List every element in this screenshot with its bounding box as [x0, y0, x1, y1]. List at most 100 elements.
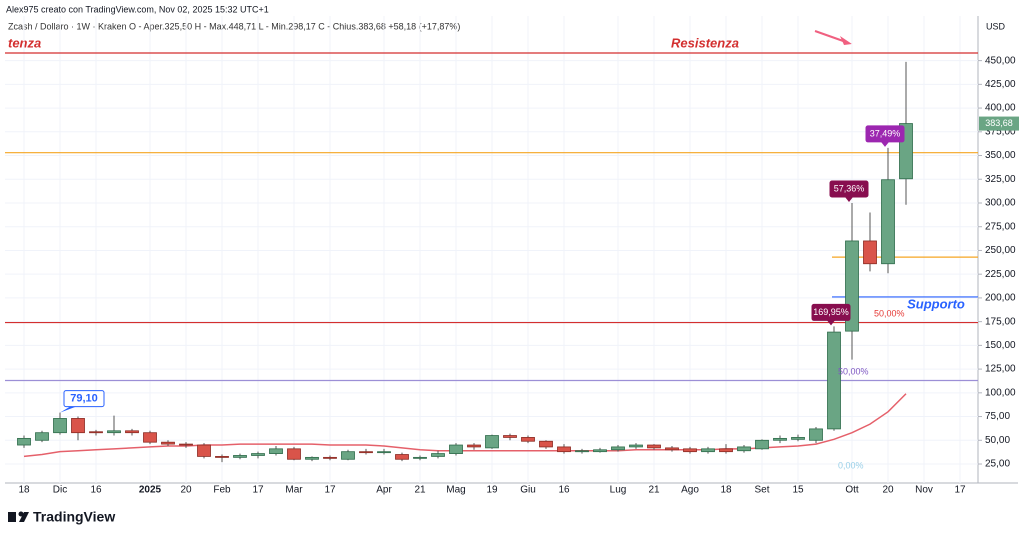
- x-tick-label: 17: [954, 485, 966, 496]
- y-tick-label: 75,00: [985, 411, 1010, 422]
- candle-body: [665, 447, 679, 451]
- x-tick-label: Apr: [376, 485, 392, 496]
- h-line-label: Resistenza: [671, 35, 739, 50]
- x-tick-label: Mar: [285, 485, 303, 496]
- moving-average: [23, 393, 907, 458]
- y-tick-label: 150,00: [985, 340, 1016, 351]
- y-axis-label: USD: [986, 21, 1006, 31]
- callout-label: 57,36%: [834, 183, 865, 193]
- last-price-label: 383,68: [985, 118, 1013, 128]
- candle: [35, 430, 49, 443]
- y-tick-label: 325,00: [985, 174, 1016, 185]
- x-tick-label: 19: [486, 485, 498, 496]
- candle-body: [701, 448, 715, 453]
- callout-label: 79,10: [70, 393, 98, 405]
- symbol-info: Zcash / Dollaro · 1W · Kraken O - Aper.3…: [8, 21, 460, 31]
- candle-body: [467, 444, 481, 448]
- candle-body: [629, 444, 643, 448]
- candle: [53, 412, 67, 435]
- y-tick-label: 200,00: [985, 293, 1016, 304]
- callout-pointer: [845, 196, 853, 202]
- x-tick-label: 15: [792, 485, 804, 496]
- callout-box: [865, 125, 905, 143]
- x-tick-label: 20: [882, 485, 894, 496]
- y-tick-label: 425,00: [985, 79, 1016, 90]
- candle: [881, 147, 895, 274]
- candle-body: [485, 435, 499, 449]
- y-tick-label: 450,00: [985, 55, 1016, 66]
- x-tick-label: Feb: [213, 485, 231, 496]
- candle: [611, 445, 625, 452]
- x-tick-label: 17: [252, 485, 264, 496]
- candle-body: [359, 451, 373, 454]
- candle-body: [17, 437, 31, 446]
- candle: [593, 447, 607, 453]
- candle: [575, 448, 589, 454]
- candle: [485, 434, 499, 449]
- candle-body: [305, 456, 319, 460]
- y-tick-label: 375,00: [985, 126, 1016, 137]
- candle: [701, 446, 715, 454]
- candle: [125, 428, 139, 436]
- y-tick-label: 50,00: [985, 435, 1010, 446]
- candle: [521, 435, 535, 444]
- candle-body: [107, 430, 121, 434]
- candle-body: [809, 428, 823, 441]
- candle: [413, 455, 427, 461]
- candle-body: [413, 456, 427, 459]
- callout-label: 169,95%: [813, 307, 849, 317]
- candle: [773, 435, 787, 444]
- y-tick-label: 125,00: [985, 364, 1016, 375]
- candle: [863, 212, 877, 272]
- y-tick-label: 175,00: [985, 316, 1016, 327]
- candle: [161, 440, 175, 446]
- candle: [197, 443, 211, 459]
- y-tick-label: 100,00: [985, 387, 1016, 398]
- y-tick-label: 400,00: [985, 103, 1016, 114]
- candle-body: [287, 448, 301, 460]
- candle: [89, 429, 103, 436]
- candle: [233, 453, 247, 460]
- credit: Alex975 creato con TradingView.com, Nov …: [6, 4, 269, 14]
- candle: [143, 430, 157, 445]
- x-tick-label: 21: [414, 485, 426, 496]
- candle: [107, 415, 121, 436]
- x-tick-label: 18: [720, 485, 732, 496]
- x-tick-label: Giu: [520, 485, 536, 496]
- candle-body: [755, 439, 769, 450]
- candle: [629, 443, 643, 449]
- candle: [503, 433, 517, 441]
- candle-body: [827, 331, 841, 430]
- candle-body: [503, 435, 517, 438]
- candle-body: [575, 450, 589, 453]
- x-tick-label: Lug: [610, 485, 627, 496]
- candle: [323, 455, 337, 461]
- x-tick-label: Ott: [845, 485, 859, 496]
- y-tick-label: 225,00: [985, 269, 1016, 280]
- candle-body: [683, 448, 697, 453]
- candle-body: [539, 440, 553, 448]
- candle: [737, 445, 751, 453]
- candle: [539, 440, 553, 449]
- candle-body: [233, 455, 247, 458]
- candle: [71, 416, 85, 441]
- candle: [827, 326, 841, 431]
- candle-body: [341, 451, 355, 460]
- candle-body: [251, 453, 265, 456]
- candle: [683, 446, 697, 454]
- candle-body: [647, 444, 661, 449]
- y-tick-label: 350,00: [985, 150, 1016, 161]
- arrow-head: [840, 36, 852, 45]
- candle: [395, 452, 409, 462]
- candle-body: [719, 448, 733, 453]
- candle-body: [35, 432, 49, 441]
- candle: [287, 446, 301, 461]
- candle: [449, 443, 463, 456]
- callout-pointer: [881, 141, 889, 147]
- candle: [215, 454, 229, 463]
- logo: [8, 511, 29, 522]
- candle: [467, 443, 481, 450]
- candle-body: [593, 449, 607, 453]
- candle-body: [395, 454, 409, 460]
